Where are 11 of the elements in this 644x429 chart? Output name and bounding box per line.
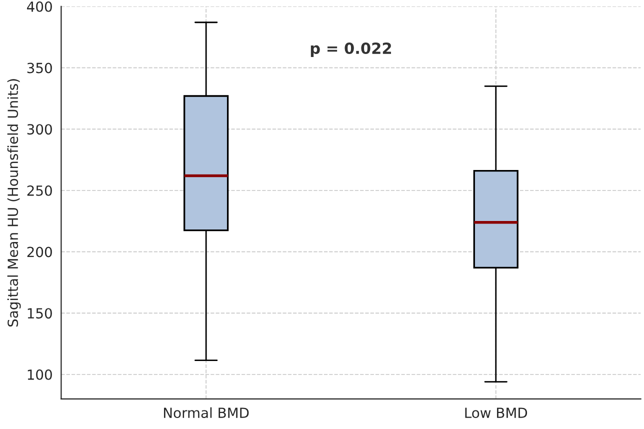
y-tick-label: 250	[27, 185, 52, 196]
y-tick-label: 350	[27, 62, 52, 74]
y-tick-label: 150	[28, 308, 52, 319]
y-tick-label: 400	[27, 1, 52, 12]
y-axis-title: Sagittal Mean HU (Hounsfield Units)	[7, 79, 21, 327]
y-tick-label: 300	[27, 124, 52, 135]
annotation: p = 0.022	[310, 42, 392, 58]
y-tick-label: 200	[27, 246, 52, 258]
x-tick-label: Low BMD	[465, 408, 528, 418]
y-tick-label: 100	[28, 369, 52, 380]
x-tick-label: Normal BMD	[164, 407, 249, 418]
